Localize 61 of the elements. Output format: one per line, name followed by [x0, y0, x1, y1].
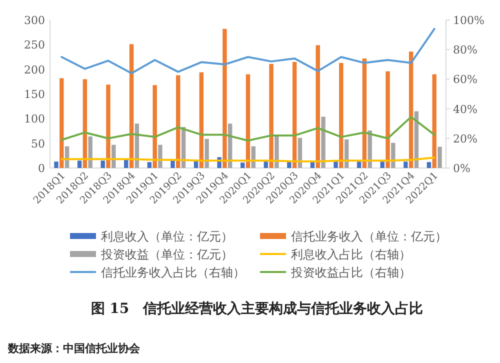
source-note: 数据来源：中国信托业协会 [7, 342, 141, 355]
bar [362, 58, 367, 168]
bar [124, 160, 128, 168]
y-tick-label: 150 [24, 88, 45, 101]
bar [152, 85, 157, 168]
line-series [60, 116, 436, 142]
bar [100, 160, 105, 168]
bar [334, 162, 338, 168]
y2-tick-label: 80% [453, 44, 478, 57]
bar [426, 162, 432, 168]
bar [432, 74, 436, 168]
y-tick-label: 250 [24, 38, 45, 52]
bar [404, 162, 408, 168]
bar [438, 146, 442, 168]
y-tick-label: 0 [38, 162, 45, 175]
bar [170, 160, 175, 168]
y2-tick-label: 60% [453, 73, 478, 86]
legend-label: 投资收益占比（右轴） [290, 266, 411, 280]
y2-tick-label: 20% [453, 132, 478, 146]
bar [77, 160, 82, 168]
bar [240, 162, 245, 168]
y2-tick-label: 100% [453, 14, 484, 27]
legend-label: 利息收入占比（右轴） [291, 248, 411, 262]
legend-label: 信托业务收入占比（右轴） [101, 266, 245, 280]
bar [316, 45, 320, 168]
bar [269, 64, 274, 168]
text: 图 15 信托业经营收入主要构成与信托业务收入占比 [90, 300, 424, 317]
bar [54, 162, 58, 168]
bar [391, 142, 396, 168]
bar [264, 162, 268, 168]
bar [380, 162, 384, 168]
bar [292, 62, 297, 168]
bar [321, 116, 326, 168]
y2-tick-label: 0% [453, 162, 470, 175]
y2-tick-label: 40% [453, 102, 478, 116]
legend-label: 投资收益（单位：亿元） [100, 248, 233, 262]
bar [176, 75, 180, 168]
bar [339, 62, 344, 168]
bar [129, 44, 134, 168]
bar [386, 71, 390, 168]
bar [194, 161, 198, 168]
bar [246, 74, 250, 168]
bar [199, 72, 204, 168]
bar [82, 79, 88, 168]
bar [106, 84, 110, 168]
bar [204, 138, 209, 168]
y-tick-label: 200 [24, 63, 45, 76]
bar [158, 144, 162, 168]
legend-label: 利息收入（单位：亿元） [101, 230, 233, 244]
bar [222, 28, 227, 168]
bar [274, 136, 279, 168]
bar [147, 162, 152, 168]
y-tick-label: 100 [24, 112, 45, 126]
bar [60, 78, 64, 168]
y-tick-label: 300 [24, 14, 45, 27]
bar [88, 136, 92, 168]
legend-label: 信托业务收入（单位：亿元） [291, 230, 447, 244]
bar [287, 162, 292, 168]
bar [356, 162, 362, 168]
y-tick-label: 50 [31, 137, 45, 150]
line-series [60, 28, 436, 74]
